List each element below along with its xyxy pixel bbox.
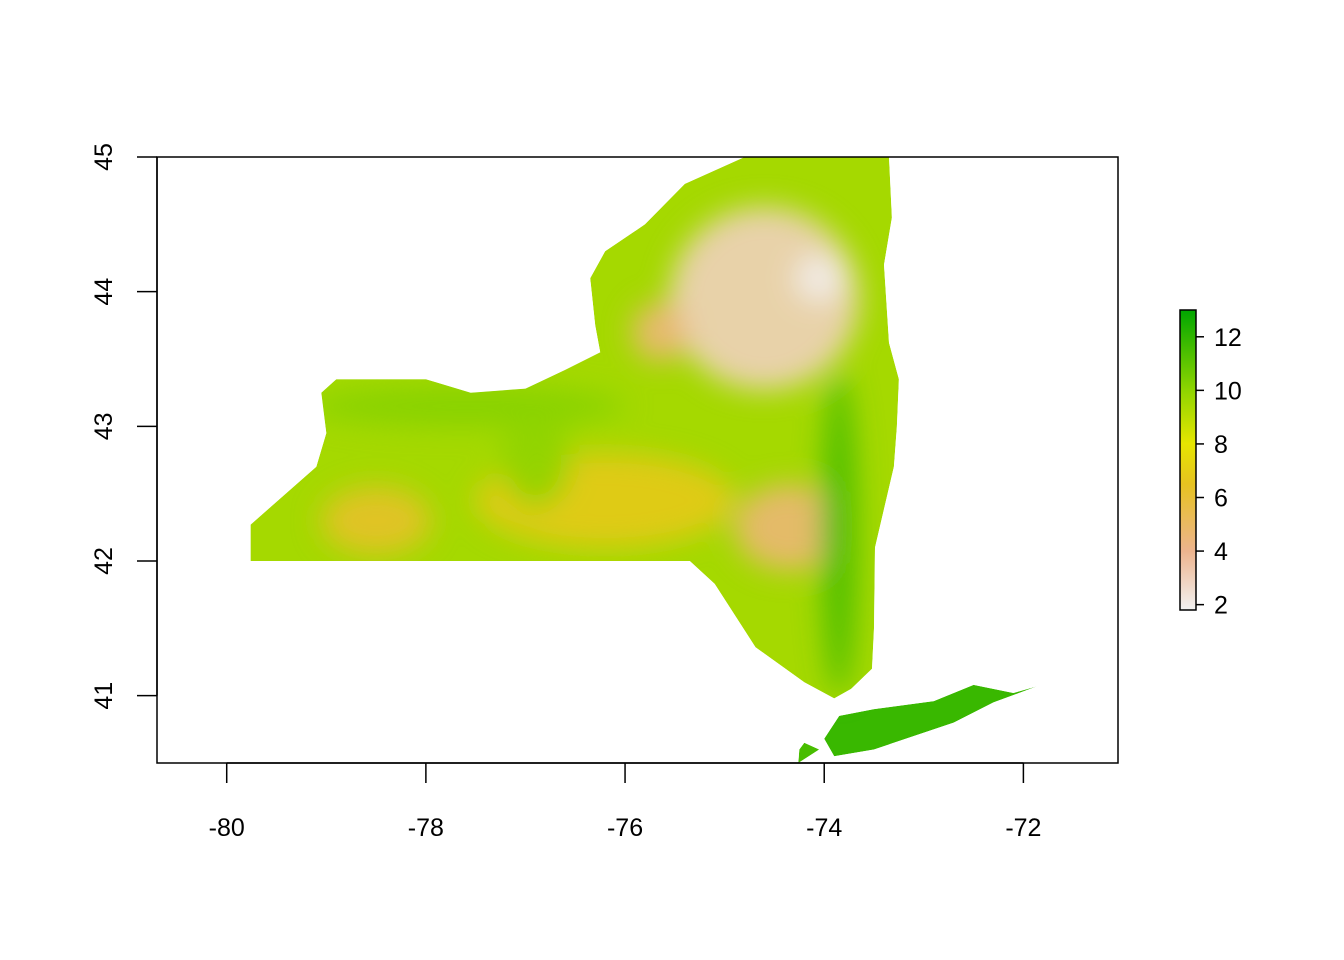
elevation-adirondack-peaks bbox=[794, 254, 845, 303]
legend-color-bar bbox=[1179, 309, 1197, 611]
elevation-tug-hill bbox=[632, 302, 688, 362]
y-tick-label: 41 bbox=[90, 682, 118, 710]
region-staten-island bbox=[798, 742, 820, 763]
y-tick-label: 45 bbox=[90, 143, 118, 171]
elevation-lake-ontario-plain bbox=[306, 385, 625, 427]
x-tick-label: -76 bbox=[607, 814, 643, 842]
x-axis: -80 -78 -76 -74 -72 bbox=[209, 762, 1041, 842]
legend-tick-label: 6 bbox=[1214, 485, 1228, 513]
y-tick-label: 44 bbox=[90, 278, 118, 306]
x-tick-label: -72 bbox=[1005, 814, 1041, 842]
elevation-southern-tier-west bbox=[321, 486, 431, 555]
legend-tick-label: 2 bbox=[1214, 592, 1228, 620]
elevation-finger-lakes-valleys bbox=[500, 412, 571, 508]
color-legend: 2 4 6 8 10 12 bbox=[1179, 309, 1242, 620]
legend-tick-label: 8 bbox=[1214, 431, 1228, 459]
legend-tick-label: 12 bbox=[1214, 324, 1242, 352]
x-tick-label: -80 bbox=[209, 814, 245, 842]
y-tick-label: 43 bbox=[90, 412, 118, 440]
elevation-raster bbox=[250, 157, 1038, 763]
x-tick-label: -78 bbox=[408, 814, 444, 842]
legend-tick-label: 4 bbox=[1214, 538, 1228, 566]
y-tick-label: 42 bbox=[90, 547, 118, 575]
region-long-island bbox=[824, 684, 1038, 757]
x-tick-label: -74 bbox=[806, 814, 842, 842]
y-axis: 41 42 43 44 45 bbox=[90, 143, 158, 710]
elevation-catskills bbox=[734, 484, 845, 571]
legend-tick-label: 10 bbox=[1214, 377, 1242, 405]
elevation-hudson-valley bbox=[821, 372, 858, 696]
elevation-adirondack-core bbox=[669, 206, 860, 390]
